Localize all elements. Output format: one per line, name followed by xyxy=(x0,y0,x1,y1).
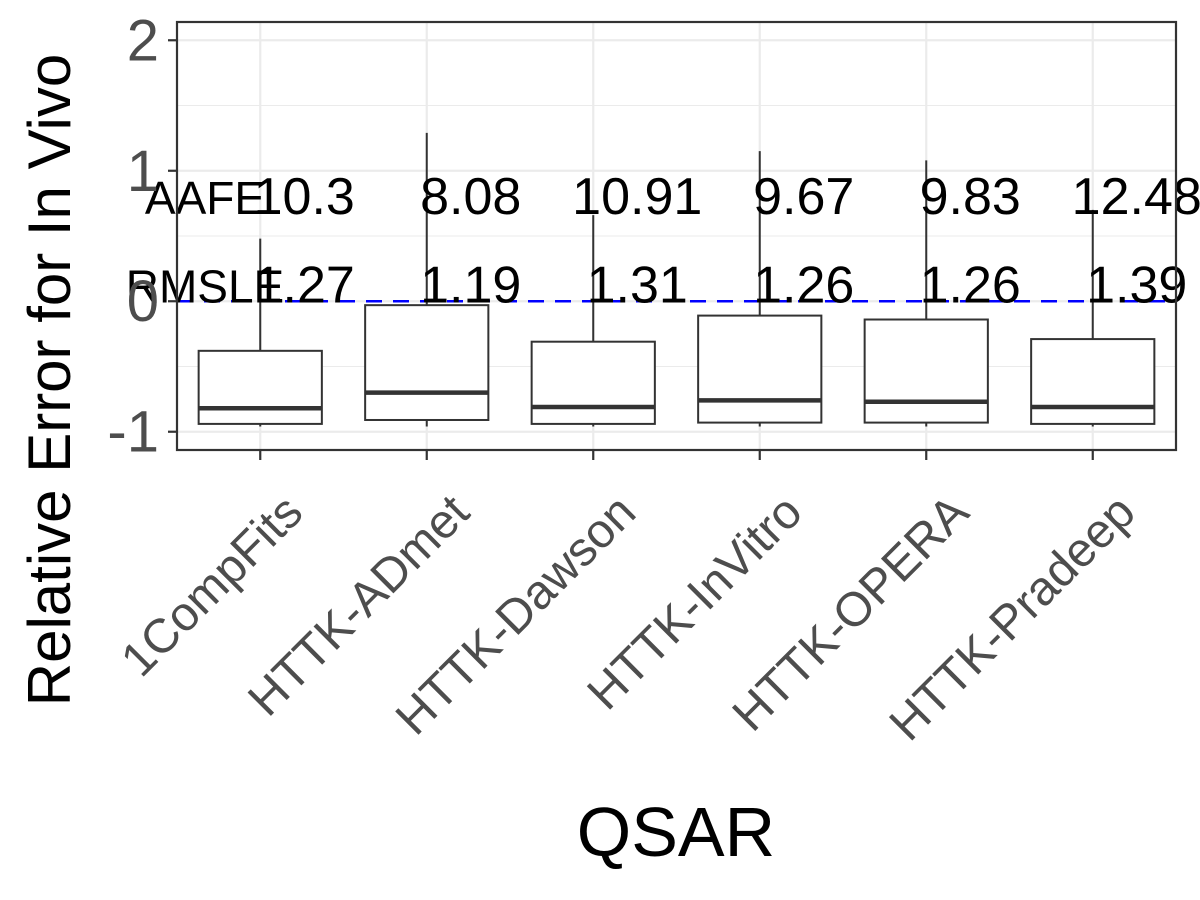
plot-panel-border xyxy=(175,20,1178,452)
x-axis: 1CompFitsHTTK-ADmetHTTK-DawsonHTTK-InVit… xyxy=(111,450,1146,751)
box-HTTK-InVitro xyxy=(697,151,823,427)
rmsle-value: 1.31 xyxy=(587,257,688,315)
y-tick-label: -1 xyxy=(107,400,159,465)
annotation-row-label: RMSLE xyxy=(126,261,284,313)
box-iqr xyxy=(364,304,490,421)
box-HTTK-Dawson xyxy=(530,215,656,427)
aafe-value: 9.83 xyxy=(920,168,1021,226)
y-tick-label: 2 xyxy=(127,8,159,73)
y-axis-title: Relative Error for In Vivo xyxy=(16,54,83,706)
box-HTTK-ADmet xyxy=(364,132,490,427)
box-1CompFits xyxy=(197,238,323,427)
box-iqr xyxy=(697,314,823,424)
rmsle-value: 1.27 xyxy=(254,257,355,315)
aafe-value: 10.3 xyxy=(254,168,355,226)
boxes-layer xyxy=(197,132,1156,427)
annotation-row-label: AAFE xyxy=(145,172,265,224)
box-iqr xyxy=(197,349,323,425)
rmsle-value: 1.19 xyxy=(420,257,521,315)
box-iqr xyxy=(863,318,989,424)
aafe-value: 12.48 xyxy=(1072,168,1200,226)
annotations-layer: AAFE RMSLE 10.3 8.08 10.91 9.67 9.83 12.48 1.27 1… xyxy=(126,168,1200,315)
rmsle-value: 1.26 xyxy=(920,257,1021,315)
aafe-value: 9.67 xyxy=(753,168,854,226)
rmsle-value: 1.39 xyxy=(1086,257,1187,315)
y-tick-label: 1 xyxy=(127,139,159,204)
box-HTTK-Pradeep xyxy=(1030,209,1156,427)
x-axis-title: QSAR xyxy=(577,793,775,871)
aafe-value: 8.08 xyxy=(420,168,521,226)
y-axis: -1 0 1 2 xyxy=(107,8,177,465)
box-HTTK-OPERA xyxy=(863,160,989,427)
aafe-value: 10.91 xyxy=(572,168,702,226)
box-iqr xyxy=(1030,338,1156,425)
box-iqr xyxy=(530,340,656,425)
y-tick-label: 0 xyxy=(127,269,159,334)
rmsle-value: 1.26 xyxy=(753,257,854,315)
